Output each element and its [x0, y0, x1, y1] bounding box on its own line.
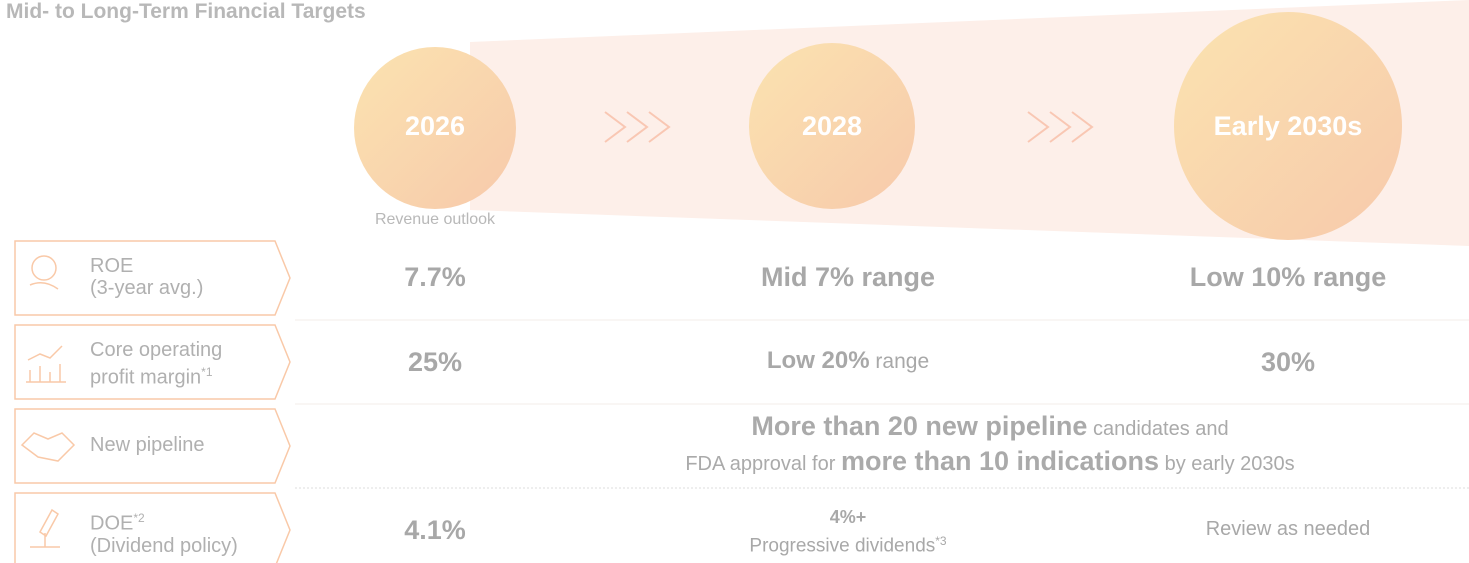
circle — [749, 43, 915, 209]
value: 7.7% — [404, 262, 466, 292]
row-separators — [295, 319, 1469, 489]
value: Review as needed — [1205, 518, 1371, 540]
pipeline-text: More than 20 new pipeline candidates and… — [560, 410, 1420, 480]
circle — [1174, 12, 1402, 240]
value-strong: Low 20% — [766, 347, 870, 374]
value: 30% — [1260, 347, 1316, 377]
arrows — [604, 111, 1094, 143]
value: 4%+ Progressive dividends*3 — [638, 506, 1058, 558]
label-text: DOE — [90, 512, 134, 535]
row-label: Core operating profit margin*1 — [90, 339, 222, 389]
value: Low 20% range — [638, 347, 1058, 375]
value-rest: range — [869, 350, 930, 373]
value: 25% — [407, 347, 463, 377]
footnote-mark: *3 — [935, 534, 947, 548]
year: 2028 — [801, 111, 863, 141]
value-strong: 4%+ — [829, 507, 867, 527]
icons — [20, 255, 76, 548]
value: 4.1% — [404, 515, 466, 545]
label-text: (3-year avg.) — [90, 277, 204, 299]
text: FDA approval for — [685, 453, 841, 475]
row-label: ROE (3-year avg.) — [90, 255, 203, 299]
label-text: profit margin — [90, 366, 202, 389]
footnote-mark: *2 — [133, 511, 145, 525]
text: by early 2030s — [1159, 453, 1295, 475]
note: Revenue outlook — [374, 211, 496, 228]
year: 2026 — [404, 111, 466, 141]
row-label: New pipeline — [90, 434, 205, 456]
year: Early 2030s — [1213, 111, 1363, 141]
label-text: Core operating — [90, 339, 223, 361]
row-label: DOE*2 (Dividend policy) — [90, 507, 238, 557]
text-strong: more than 10 indications — [840, 446, 1160, 476]
value-rest: Progressive dividends — [749, 535, 936, 557]
label-boxes — [14, 240, 291, 563]
label-text: ROE — [90, 255, 134, 277]
footnote-mark: *1 — [201, 365, 213, 379]
value: Mid 7% range — [760, 262, 936, 292]
text: candidates and — [1087, 418, 1229, 440]
circle — [354, 47, 516, 209]
text-strong: More than 20 new pipeline — [751, 411, 1088, 441]
label-text: (Dividend policy) — [90, 534, 238, 557]
title: Mid- to Long-Term Financial Targets — [6, 0, 366, 23]
value: Low 10% range — [1189, 262, 1387, 292]
